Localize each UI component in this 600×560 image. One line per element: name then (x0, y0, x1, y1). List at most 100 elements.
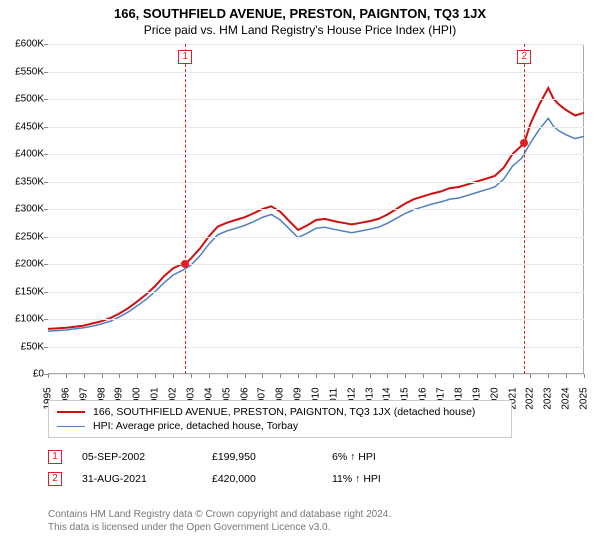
title-block: 166, SOUTHFIELD AVENUE, PRESTON, PAIGNTO… (0, 0, 600, 39)
y-axis-label: £0 (2, 369, 44, 380)
chart-legend: 166, SOUTHFIELD AVENUE, PRESTON, PAIGNTO… (48, 400, 512, 438)
legend-swatch (57, 426, 85, 427)
x-tick (227, 374, 228, 378)
y-tick (44, 347, 48, 348)
transaction-date: 31-AUG-2021 (82, 473, 212, 485)
transaction-vline (524, 44, 525, 374)
x-tick (84, 374, 85, 378)
x-axis-label: 2022 (525, 387, 536, 409)
gridline (48, 182, 584, 183)
gridline (48, 154, 584, 155)
transaction-index-badge: 2 (48, 472, 62, 486)
x-tick (477, 374, 478, 378)
series-line-hpi (48, 118, 584, 331)
chart-title: 166, SOUTHFIELD AVENUE, PRESTON, PAIGNTO… (0, 6, 600, 21)
x-tick (209, 374, 210, 378)
gridline (48, 237, 584, 238)
y-tick (44, 44, 48, 45)
gridline (48, 127, 584, 128)
x-axis-label: 2024 (561, 387, 572, 409)
x-tick (459, 374, 460, 378)
x-tick (530, 374, 531, 378)
transaction-date: 05-SEP-2002 (82, 451, 212, 463)
x-tick (155, 374, 156, 378)
x-tick (495, 374, 496, 378)
x-tick (298, 374, 299, 378)
y-axis-label: £600K (2, 39, 44, 50)
y-tick (44, 154, 48, 155)
gridline (48, 72, 584, 73)
gridline (48, 44, 584, 45)
y-axis-label: £400K (2, 149, 44, 160)
transactions-table: 105-SEP-2002£199,9506% ↑ HPI231-AUG-2021… (48, 446, 548, 490)
gridline (48, 347, 584, 348)
x-tick (441, 374, 442, 378)
x-tick (334, 374, 335, 378)
y-axis-label: £350K (2, 176, 44, 187)
transaction-pct-vs-hpi: 11% ↑ HPI (332, 473, 432, 485)
x-tick (48, 374, 49, 378)
y-tick (44, 72, 48, 73)
y-tick (44, 182, 48, 183)
chart-subtitle: Price paid vs. HM Land Registry's House … (0, 23, 600, 37)
x-tick (584, 374, 585, 378)
x-tick (405, 374, 406, 378)
x-tick (566, 374, 567, 378)
x-tick (245, 374, 246, 378)
attribution-line-2: This data is licensed under the Open Gov… (48, 521, 391, 534)
x-tick (387, 374, 388, 378)
gridline (48, 99, 584, 100)
y-tick (44, 99, 48, 100)
transaction-row: 105-SEP-2002£199,9506% ↑ HPI (48, 446, 548, 468)
x-axis-label: 2023 (543, 387, 554, 409)
transaction-price: £199,950 (212, 451, 332, 463)
y-axis-label: £450K (2, 121, 44, 132)
transaction-price: £420,000 (212, 473, 332, 485)
gridline (48, 319, 584, 320)
x-tick (513, 374, 514, 378)
x-tick (423, 374, 424, 378)
x-tick (548, 374, 549, 378)
x-axis-label: 2025 (579, 387, 590, 409)
gridline (48, 292, 584, 293)
transaction-index-badge: 1 (48, 450, 62, 464)
y-axis-label: £100K (2, 314, 44, 325)
y-axis-label: £150K (2, 286, 44, 297)
transaction-marker-label: 1 (178, 50, 192, 64)
transaction-row: 2 31-AUG-2021£420,00011% ↑ HPI (48, 468, 548, 490)
y-tick (44, 209, 48, 210)
x-tick (173, 374, 174, 378)
price-chart: £0£50K£100K£150K£200K£250K£300K£350K£400… (48, 44, 584, 374)
legend-label: HPI: Average price, detached house, Torb… (93, 420, 298, 432)
legend-row: HPI: Average price, detached house, Torb… (57, 419, 503, 433)
transaction-vline (185, 44, 186, 374)
y-axis-label: £50K (2, 341, 44, 352)
x-tick (316, 374, 317, 378)
y-axis-label: £200K (2, 259, 44, 270)
x-tick (119, 374, 120, 378)
x-tick (102, 374, 103, 378)
attribution-text: Contains HM Land Registry data © Crown c… (48, 508, 391, 534)
transaction-marker-label: 2 (517, 50, 531, 64)
y-tick (44, 264, 48, 265)
y-axis-label: £550K (2, 66, 44, 77)
x-tick (370, 374, 371, 378)
legend-label: 166, SOUTHFIELD AVENUE, PRESTON, PAIGNTO… (93, 406, 475, 418)
x-tick (66, 374, 67, 378)
x-tick (191, 374, 192, 378)
y-tick (44, 127, 48, 128)
x-tick (280, 374, 281, 378)
legend-swatch (57, 411, 85, 413)
y-axis-label: £300K (2, 204, 44, 215)
gridline (48, 209, 584, 210)
y-tick (44, 292, 48, 293)
y-tick (44, 237, 48, 238)
x-tick (137, 374, 138, 378)
x-tick (352, 374, 353, 378)
legend-row: 166, SOUTHFIELD AVENUE, PRESTON, PAIGNTO… (57, 405, 503, 419)
transaction-dot (520, 139, 528, 147)
gridline (48, 264, 584, 265)
attribution-line-1: Contains HM Land Registry data © Crown c… (48, 508, 391, 521)
y-tick (44, 319, 48, 320)
y-axis-label: £500K (2, 94, 44, 105)
